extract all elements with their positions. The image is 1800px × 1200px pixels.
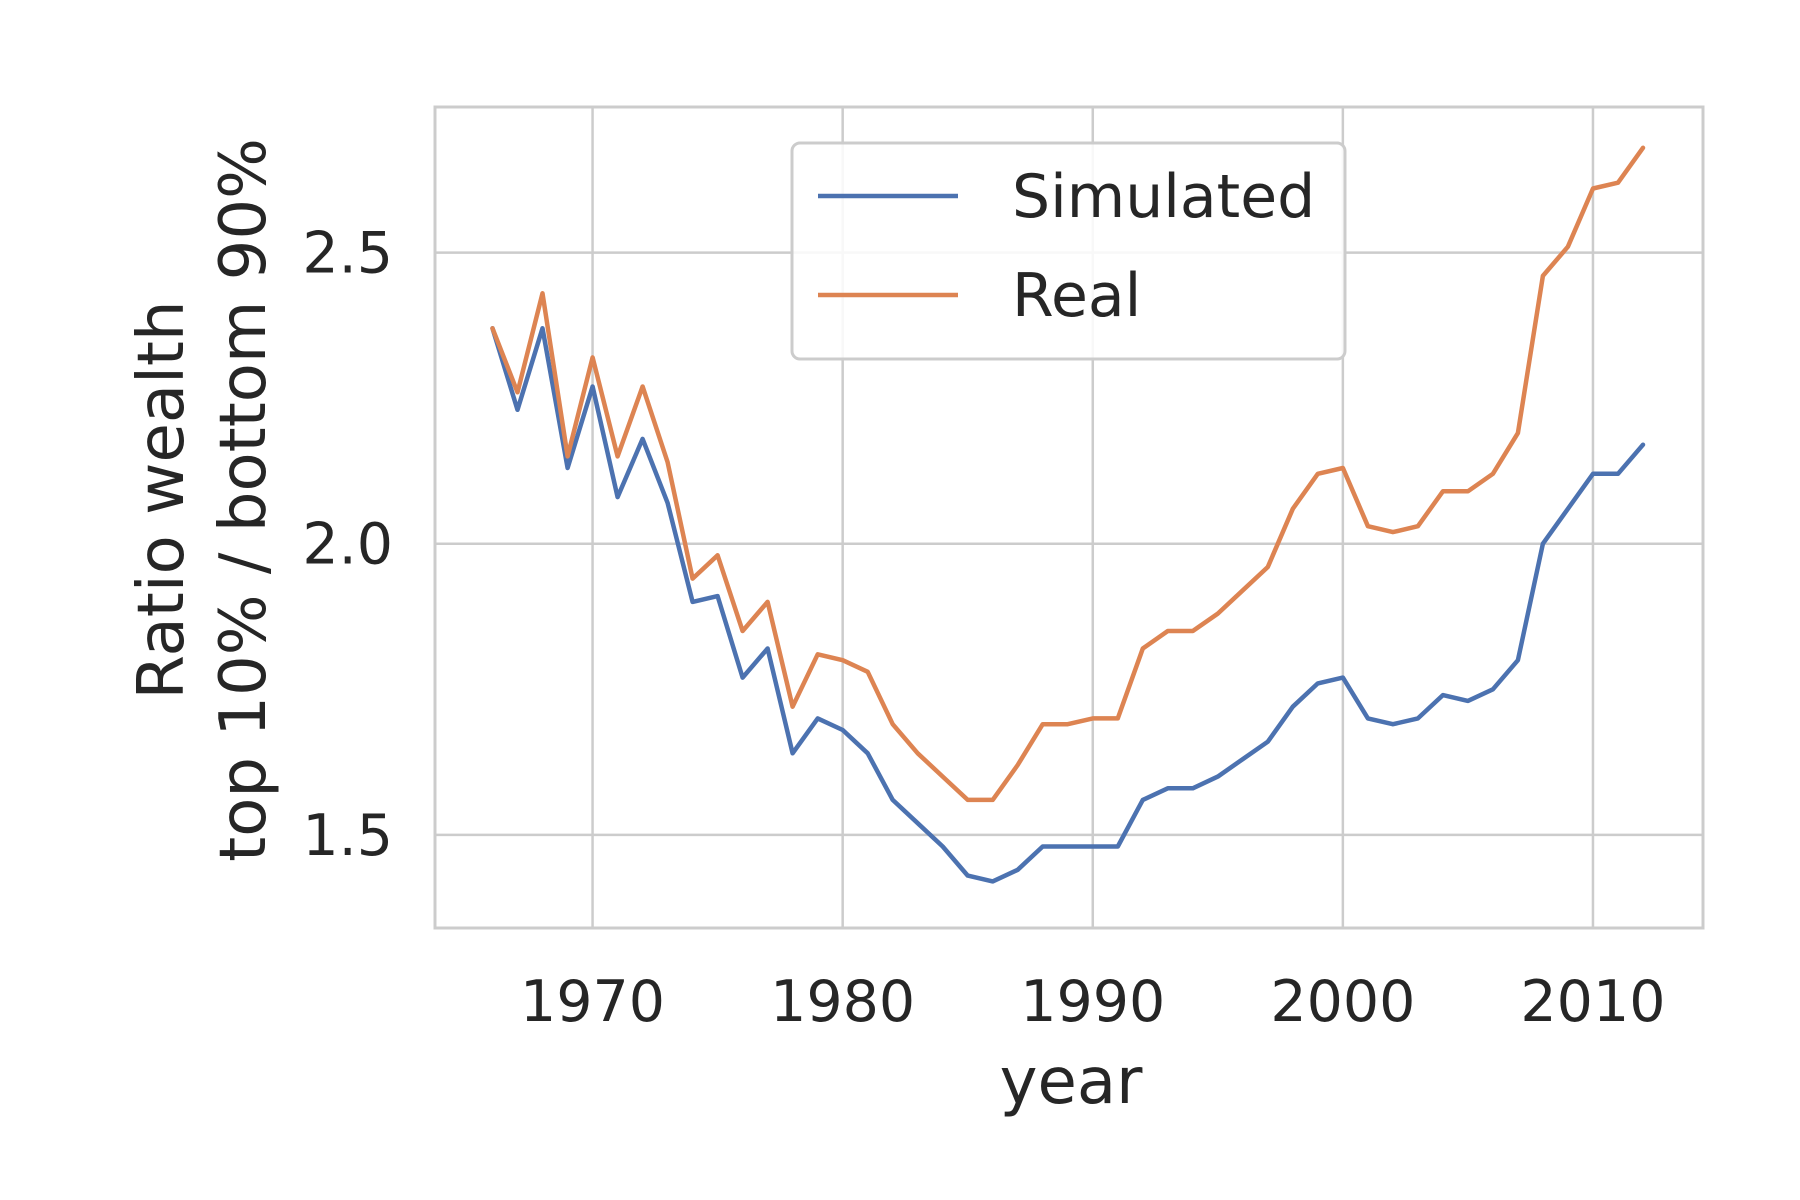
legend: Simulated Real (790, 141, 1347, 361)
y-axis-label: Ratio wealth top 10% / bottom 90% (125, 138, 281, 862)
x-axis-ticks: 1970 1980 1990 2000 2010 (520, 969, 1665, 1035)
plot-area-frame (433, 105, 1705, 930)
y-axis-ticks: 1.5 2.0 2.5 (302, 221, 393, 869)
y-tick-label: 2.0 (302, 512, 393, 578)
x-tick-label: 2000 (1270, 969, 1415, 1035)
x-axis-label: year (1000, 1045, 1143, 1119)
series-lines (490, 145, 1646, 884)
series-line-real (490, 145, 1646, 803)
x-tick-label: 1980 (770, 969, 915, 1035)
y-axis-label-line-2: top 10% / bottom 90% (207, 138, 281, 862)
legend-label-simulated: Simulated (1012, 162, 1315, 232)
x-tick-label: 2010 (1520, 969, 1665, 1035)
y-tick-label: 1.5 (302, 803, 393, 869)
y-tick-label: 2.5 (302, 221, 393, 287)
legend-label-real: Real (1012, 261, 1141, 331)
x-tick-label: 1970 (520, 969, 665, 1035)
x-tick-label: 1990 (1020, 969, 1165, 1035)
y-axis-label-line-1: Ratio wealth (125, 300, 199, 699)
series-line-simulated (490, 326, 1646, 884)
